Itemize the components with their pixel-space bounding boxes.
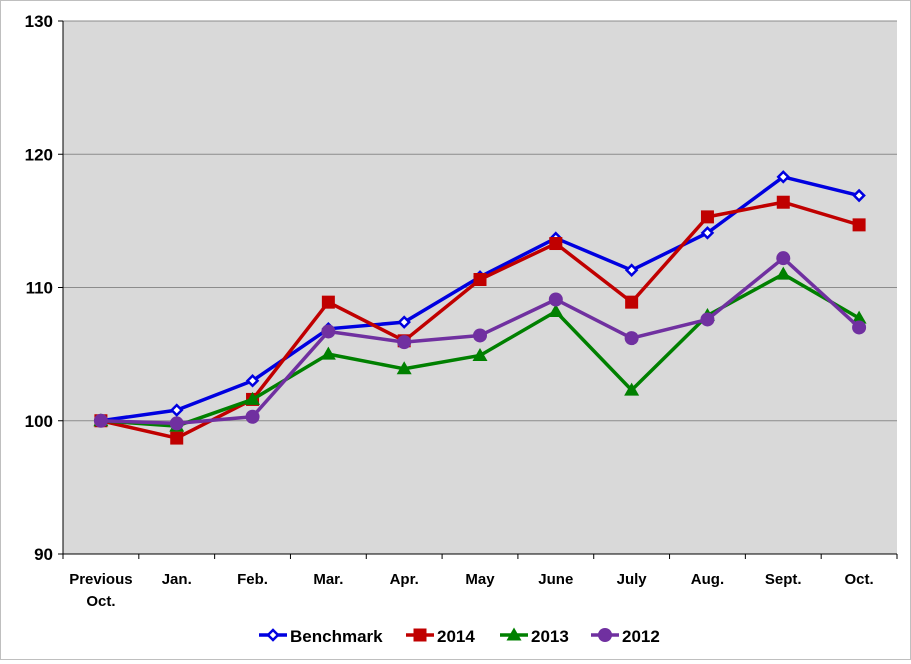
data-point-2014	[321, 295, 335, 309]
legend-item-2014: 2014	[406, 627, 475, 646]
legend-item-benchmark: Benchmark	[259, 627, 383, 646]
data-point-2012	[473, 328, 487, 343]
legend-marker	[598, 628, 612, 642]
series-group	[93, 170, 867, 445]
data-point-2014	[776, 195, 790, 209]
x-tick-label: July	[617, 571, 648, 588]
y-axis-ticks: 90 100 110 120 130	[25, 12, 63, 564]
data-point-2014	[625, 295, 639, 309]
data-point-benchmark	[245, 374, 260, 388]
data-point-2014	[473, 273, 487, 287]
data-point-2012	[93, 413, 108, 428]
data-point-2012	[624, 331, 639, 346]
x-tick-label-line: Sept.	[765, 571, 802, 588]
data-point-2012	[169, 416, 184, 431]
x-tick-label-line: Jan.	[162, 571, 192, 588]
data-point-2014	[549, 237, 563, 251]
y-tick-label: 90	[34, 545, 53, 564]
series-2014	[94, 195, 866, 445]
data-point-2014	[852, 218, 866, 232]
x-tick-label: Mar.	[313, 571, 343, 588]
x-tick-label-line: Oct.	[86, 593, 115, 610]
legend-marker	[266, 628, 280, 642]
data-point-2013	[548, 303, 564, 317]
x-tick-label: Previous Oct.	[69, 571, 132, 610]
data-point-2012	[245, 409, 260, 424]
data-point-2012	[548, 292, 563, 307]
legend: Benchmark 2014 2013 2012	[259, 627, 660, 646]
x-tick-label-line: June	[538, 571, 573, 588]
x-tick-label-line: Feb.	[237, 571, 268, 588]
legend-label: 2013	[531, 627, 569, 646]
x-tick-label: May	[465, 571, 495, 588]
data-point-2012	[852, 320, 867, 335]
x-axis-ticks: Previous Oct. Jan. Feb. Mar. Apr. May June July A…	[62, 554, 898, 610]
y-tick-label: 130	[25, 12, 53, 31]
legend-item-2012: 2012	[591, 627, 660, 646]
data-point-2014	[170, 431, 184, 445]
x-tick-label: Apr.	[390, 571, 419, 588]
data-point-benchmark	[169, 403, 184, 417]
data-point-2013	[624, 382, 640, 396]
x-tick-label-line: Oct.	[844, 571, 873, 588]
data-point-2012	[776, 251, 791, 266]
x-tick-label: Aug.	[691, 571, 724, 588]
data-point-2013	[472, 347, 488, 361]
data-point-2013	[245, 391, 261, 405]
y-tick-label: 120	[25, 145, 53, 164]
data-point-benchmark	[624, 263, 639, 277]
data-point-2012	[700, 312, 715, 327]
data-point-2013	[775, 266, 791, 280]
legend-label: Benchmark	[290, 627, 383, 646]
data-point-benchmark	[776, 170, 791, 184]
x-tick-label: Oct.	[844, 571, 873, 588]
x-tick-label: Jan.	[162, 571, 192, 588]
legend-label: 2012	[622, 627, 660, 646]
x-tick-label-line: Previous	[69, 571, 132, 588]
legend-marker	[413, 628, 427, 642]
data-point-benchmark	[397, 315, 411, 329]
y-tick-label: 110	[26, 279, 53, 298]
x-tick-label-line: Apr.	[390, 571, 419, 588]
data-point-2014	[700, 210, 714, 224]
series-2012	[93, 251, 867, 431]
legend-label: 2014	[437, 627, 475, 646]
data-point-benchmark	[700, 226, 715, 240]
x-tick-label: Sept.	[765, 571, 802, 588]
data-point-2013	[851, 310, 867, 324]
x-tick-label-line: May	[465, 571, 495, 588]
data-point-2012	[321, 324, 336, 339]
x-tick-label: June	[538, 571, 573, 588]
data-point-2013	[396, 361, 412, 375]
legend-item-2013: 2013	[500, 627, 569, 646]
data-point-2012	[397, 335, 412, 350]
legend-marker	[506, 627, 522, 641]
x-tick-label-line: July	[617, 571, 648, 588]
data-point-benchmark	[852, 188, 866, 203]
x-tick-label-line: Aug.	[691, 571, 724, 588]
x-tick-label: Feb.	[237, 571, 268, 588]
x-tick-label-line: Mar.	[313, 571, 343, 588]
y-tick-label: 100	[25, 412, 53, 431]
data-point-2013	[320, 346, 336, 360]
